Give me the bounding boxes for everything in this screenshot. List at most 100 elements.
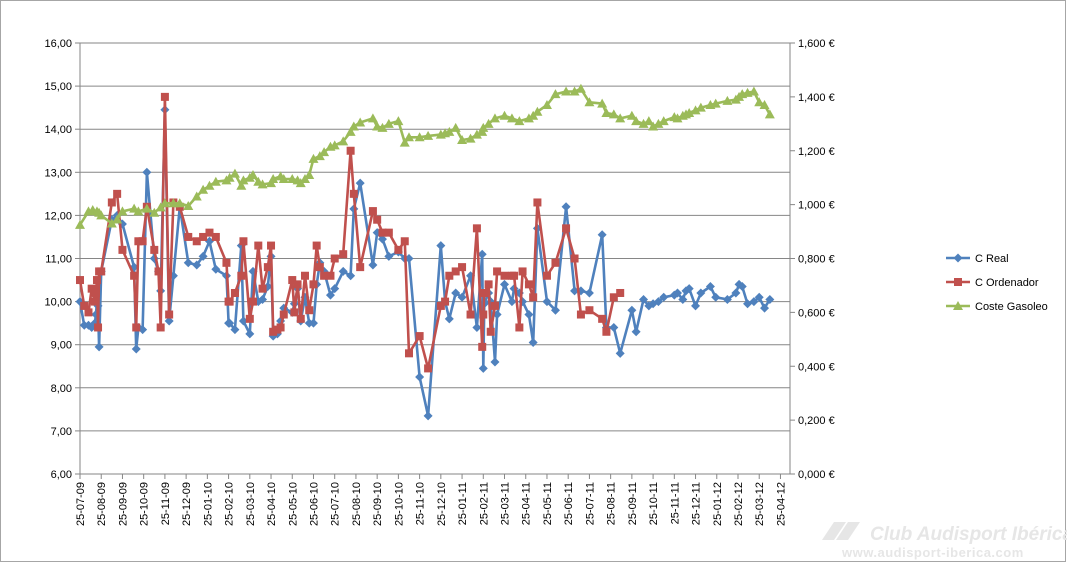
data-point (400, 237, 409, 246)
data-point (278, 174, 289, 184)
data-point (319, 147, 330, 157)
data-point (315, 263, 324, 272)
data-point (356, 263, 365, 272)
data-point (355, 117, 366, 127)
data-point (705, 282, 715, 292)
data-point (168, 198, 179, 208)
data-point (211, 264, 221, 274)
data-point (528, 338, 538, 348)
data-point (759, 99, 770, 109)
data-point (403, 132, 414, 142)
data-point (159, 198, 170, 208)
data-point (393, 116, 404, 126)
data-point (480, 288, 489, 297)
data-point (602, 327, 611, 336)
data-point (523, 113, 534, 123)
data-point (113, 189, 122, 198)
x-tick-label: 25-06-11 (563, 482, 575, 525)
data-point (330, 254, 339, 263)
data-point (91, 288, 100, 297)
data-point (225, 318, 235, 328)
data-point (638, 118, 649, 128)
data-point (542, 297, 552, 307)
x-axis-tick-labels: 25-07-09 25-08-09 25-09-09 25-10-09 25-11-09… (75, 482, 787, 526)
y2-tick-label: 1,200 € (798, 146, 835, 158)
data-point (258, 294, 268, 304)
legend-entry: C Ordenador (946, 277, 1039, 289)
data-point (754, 97, 765, 107)
data-point (722, 294, 732, 304)
data-point (615, 113, 626, 123)
data-point (609, 293, 618, 302)
data-point (154, 267, 163, 276)
data-point (236, 180, 247, 190)
y-tick-label: 14,00 (44, 124, 72, 136)
series-coste-gasoleo (75, 83, 775, 229)
data-point (191, 191, 202, 201)
x-tick-label: 25-02-12 (733, 482, 745, 526)
data-point (533, 198, 542, 207)
y-tick-label: 9,00 (51, 340, 72, 352)
data-point (346, 146, 355, 155)
data-point (550, 89, 561, 99)
data-point (75, 219, 85, 229)
data-point (229, 168, 240, 178)
data-point (326, 271, 335, 280)
data-point (192, 237, 201, 246)
data-point (330, 284, 340, 294)
x-tick-label: 25-09-11 (627, 482, 639, 525)
x-tick-label: 25-10-10 (393, 482, 405, 526)
data-point (325, 290, 335, 300)
data-point (436, 241, 446, 251)
data-point (609, 322, 619, 332)
y2-tick-label: 1,600 € (798, 38, 835, 50)
legend-entry: Coste Gasoleo (946, 301, 1048, 313)
y2-tick-label: 0,600 € (798, 307, 835, 319)
watermark-title: Club Audisport Ibérica (870, 524, 1067, 545)
data-point (515, 323, 524, 332)
data-point (394, 245, 403, 254)
y-tick-label: 6,00 (51, 469, 72, 481)
watermark: Club Audisport Ibérica www.audisport-ibe… (822, 522, 1067, 560)
data-point (268, 174, 279, 184)
data-point (87, 284, 96, 293)
data-point (320, 271, 329, 280)
data-point (471, 129, 482, 139)
x-tick-label: 25-07-10 (330, 482, 342, 526)
data-point (648, 121, 659, 131)
data-point (598, 314, 607, 323)
data-point (626, 110, 637, 120)
data-point (378, 228, 387, 237)
data-point (584, 288, 594, 298)
data-point (117, 206, 128, 216)
data-point (518, 267, 527, 276)
data-point (204, 236, 214, 246)
data-point (225, 297, 234, 306)
data-point (696, 288, 706, 298)
data-point (550, 305, 560, 315)
data-point (748, 86, 759, 96)
data-point (132, 323, 141, 332)
data-point (444, 126, 455, 136)
legend-marker (953, 253, 963, 263)
data-point (414, 132, 425, 142)
legend-marker (954, 278, 962, 286)
data-point (258, 284, 267, 293)
data-point (653, 297, 663, 307)
data-point (451, 288, 461, 298)
data-point (458, 263, 467, 272)
data-point (711, 292, 721, 302)
y-tick-label: 12,00 (44, 210, 72, 222)
data-point (355, 178, 365, 188)
data-point (478, 342, 487, 351)
x-tick-label: 25-09-10 (372, 482, 384, 526)
data-point (184, 232, 193, 241)
data-point (383, 118, 394, 128)
data-point (465, 133, 476, 143)
data-point (576, 310, 585, 319)
y2-axis-tick-labels: 0,000 € 0,200 € 0,400 € 0,600 € 0,800 € 1,000… (798, 38, 835, 481)
data-point (532, 106, 543, 116)
watermark-logo-icon (822, 522, 860, 540)
data-point (450, 122, 461, 132)
data-point (765, 294, 775, 304)
